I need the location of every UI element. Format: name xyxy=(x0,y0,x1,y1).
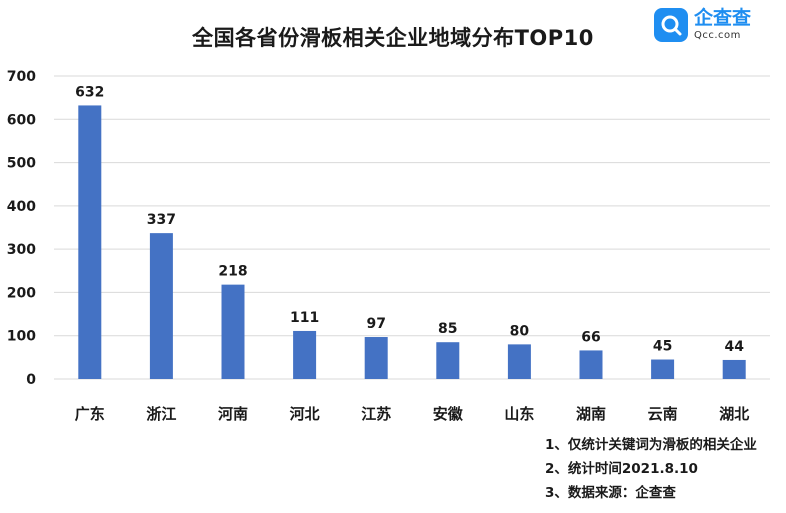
logo-domain: Qcc.com xyxy=(694,30,741,41)
bar xyxy=(651,359,675,379)
data-label: 111 xyxy=(290,310,319,326)
x-tick-label: 浙江 xyxy=(146,405,176,423)
y-tick-label: 0 xyxy=(26,372,36,388)
data-label: 45 xyxy=(653,339,672,355)
qcc-logo-icon xyxy=(654,8,688,42)
x-tick-label: 安徽 xyxy=(433,405,464,423)
y-tick-label: 400 xyxy=(7,199,36,215)
logo-name: 企查查 xyxy=(694,7,752,29)
bar xyxy=(221,284,245,379)
bar xyxy=(293,330,317,379)
x-tick-label: 云南 xyxy=(648,405,678,423)
y-tick-label: 500 xyxy=(7,156,36,172)
y-tick-label: 200 xyxy=(7,285,36,301)
bar xyxy=(507,344,531,379)
data-label: 85 xyxy=(438,321,457,337)
chart-title: 全国各省份滑板相关企业地域分布TOP10 xyxy=(192,26,594,50)
y-tick-label: 300 xyxy=(7,242,36,258)
bar xyxy=(722,359,746,379)
chart-notes: 1、仅统计关键词为滑板的相关企业 2、统计时间2021.8.10 3、数据来源：… xyxy=(545,433,757,505)
qcc-logo: 企查查 Qcc.com xyxy=(654,8,751,42)
data-label: 80 xyxy=(510,323,530,339)
x-tick-label: 山东 xyxy=(504,405,534,423)
note-2: 2、统计时间2021.8.10 xyxy=(545,461,698,477)
x-tick-label: 江苏 xyxy=(361,405,391,423)
data-label: 66 xyxy=(581,329,600,345)
x-tick-label: 广东 xyxy=(75,405,105,423)
x-tick-label: 河北 xyxy=(290,405,320,423)
data-label: 44 xyxy=(724,339,744,355)
y-tick-label: 100 xyxy=(7,329,36,345)
note-3: 3、数据来源：企查查 xyxy=(545,485,676,501)
data-label: 337 xyxy=(147,212,176,228)
data-label: 97 xyxy=(366,316,385,332)
x-tick-label: 湖北 xyxy=(719,405,749,423)
data-label: 218 xyxy=(218,264,247,280)
bar xyxy=(436,342,460,379)
bar xyxy=(579,350,603,379)
x-tick-label: 河南 xyxy=(218,405,248,423)
note-1: 1、仅统计关键词为滑板的相关企业 xyxy=(545,437,757,453)
y-tick-label: 600 xyxy=(7,112,36,128)
x-tick-label: 湖南 xyxy=(576,405,606,423)
data-label: 632 xyxy=(75,84,104,100)
bar xyxy=(78,105,102,379)
bar xyxy=(364,337,388,379)
y-tick-label: 700 xyxy=(7,69,36,85)
bar xyxy=(149,233,173,379)
